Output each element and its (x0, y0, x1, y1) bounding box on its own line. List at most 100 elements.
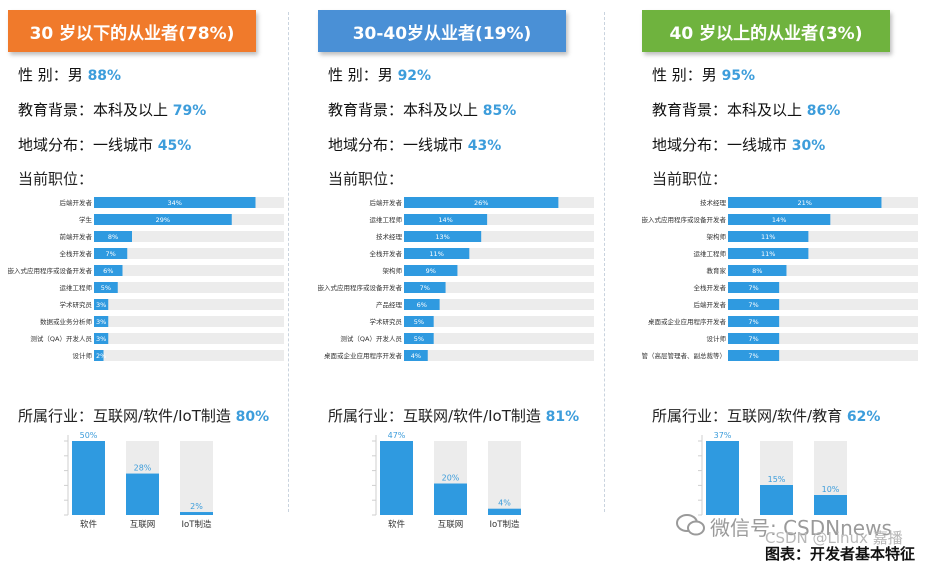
position-label: 学术研究员 (60, 300, 93, 309)
position-value-label: 34% (168, 199, 182, 207)
industry-bar (434, 484, 467, 515)
position-label: 高级主管（高层管理者、副总裁等） (642, 351, 726, 360)
position-label: 全栈开发者 (370, 249, 403, 258)
position-value-label: 29% (156, 216, 170, 224)
position-value-label: 14% (438, 216, 452, 224)
position-label: 架构师 (707, 232, 727, 241)
position-track (94, 316, 284, 327)
industry-category-label: 互联网 (130, 520, 156, 530)
position-value-label: 2% (96, 352, 106, 360)
position-label: 嵌入式应用程序或设备开发者 (318, 283, 403, 292)
wechat-icon (676, 513, 706, 537)
position-label: 运维工程师 (370, 215, 403, 224)
gender-value: 95% (722, 68, 756, 84)
position-label: 教育家 (707, 266, 727, 275)
position-label: 技术经理 (700, 198, 727, 207)
industry-label: 所属行业：互联网/软件/IoT制造 (18, 407, 231, 425)
industry-value: 81% (546, 409, 580, 425)
position-label: 后端开发者 (370, 198, 403, 207)
position-value-label: 14% (772, 216, 786, 224)
gender-line: 性 别：男 88% (18, 64, 121, 85)
position-value-label: 7% (748, 335, 758, 343)
position-label: 产品经理 (376, 300, 403, 309)
industry-label: 所属行业：互联网/软件/IoT制造 (328, 407, 541, 425)
region-label: 地域分布：一线城市 (18, 136, 153, 154)
region-label: 地域分布：一线城市 (652, 136, 787, 154)
education-line: 教育背景：本科及以上 86% (652, 99, 840, 120)
gender-label: 性 别：男 (18, 66, 83, 84)
group-under-30: 30 岁以下的从业者(78%) 性 别：男 88% 教育背景：本科及以上 79%… (8, 0, 308, 566)
position-label: 嵌入式应用程序或设备开发者 (642, 215, 727, 224)
position-label: 全栈开发者 (694, 283, 727, 292)
position-label: 桌面或企业应用程序开发者 (648, 317, 727, 326)
position-value-label: 6% (103, 267, 113, 275)
position-track (94, 350, 284, 361)
position-value-label: 11% (761, 233, 775, 241)
region-line: 地域分布：一线城市 43% (328, 134, 501, 155)
industry-category-label: IoT制造 (182, 519, 212, 530)
position-label: 数据或业务分析师 (40, 317, 93, 326)
industry-bar-chart: 50%软件28%互联网2%IoT制造 (48, 425, 228, 535)
position-label: 运维工程师 (694, 249, 727, 258)
industry-bar (180, 512, 213, 515)
region-line: 地域分布：一线城市 45% (18, 134, 191, 155)
industry-bar (72, 441, 105, 515)
position-value-label: 26% (474, 199, 488, 207)
position-label: 测试（QA）开发人员 (340, 334, 402, 343)
position-value-label: 7% (420, 284, 430, 292)
position-label: 设计师 (707, 334, 727, 343)
position-label: 嵌入式应用程序或设备开发者 (8, 266, 93, 275)
industry-bar (488, 509, 521, 515)
position-value-label: 7% (748, 318, 758, 326)
position-value-label: 9% (426, 267, 436, 275)
education-value: 79% (173, 103, 207, 119)
position-track (94, 282, 284, 293)
gender-value: 88% (88, 68, 122, 84)
education-line: 教育背景：本科及以上 85% (328, 99, 516, 120)
education-line: 教育背景：本科及以上 79% (18, 99, 206, 120)
position-label: 桌面或企业应用程序开发者 (324, 351, 403, 360)
industry-value-label: 20% (442, 474, 460, 483)
education-value: 85% (483, 103, 517, 119)
position-label: 全栈开发者 (60, 249, 93, 258)
industry-value-label: 10% (822, 485, 840, 494)
industry-value-label: 4% (498, 499, 511, 508)
education-label: 教育背景：本科及以上 (328, 101, 478, 119)
position-label: 学生 (79, 215, 93, 224)
group-30-40: 30-40岁从业者(19%) 性 别：男 92% 教育背景：本科及以上 85% … (318, 0, 618, 566)
education-label: 教育背景：本科及以上 (18, 101, 168, 119)
industry-bar (380, 441, 413, 515)
position-label: 运维工程师 (60, 283, 93, 292)
industry-value-label: 28% (134, 464, 152, 473)
position-label: 学术研究员 (370, 317, 403, 326)
industry-category-label: 软件 (388, 519, 406, 530)
position-label: 技术经理 (376, 232, 403, 241)
industry-category-label: 互联网 (438, 520, 464, 530)
positions-bar-chart: 后端开发者 34% 学生 29% 前端开发者 8% 全栈开发者 7% 嵌入式应用程序或设备开发者… (8, 193, 308, 373)
group-header: 30 岁以下的从业者(78%) (8, 10, 256, 52)
position-track (404, 350, 594, 361)
position-value-label: 11% (429, 250, 443, 258)
gender-label: 性 别：男 (652, 66, 717, 84)
gender-line: 性 别：男 92% (328, 64, 431, 85)
industry-line: 所属行业：互联网/软件/教育 62% (652, 405, 880, 426)
position-label: 后端开发者 (694, 300, 727, 309)
industry-category-label: 软件 (80, 519, 98, 530)
position-label: 架构师 (383, 266, 403, 275)
position-value-label: 5% (101, 284, 111, 292)
education-label: 教育背景：本科及以上 (652, 101, 802, 119)
region-value: 30% (792, 138, 826, 154)
industry-bar (706, 441, 739, 515)
group-over-40: 40 岁以上的从业者(3%) 性 别：男 95% 教育背景：本科及以上 86% … (642, 0, 938, 566)
region-label: 地域分布：一线城市 (328, 136, 463, 154)
industry-value: 80% (236, 409, 270, 425)
industry-value: 62% (847, 409, 881, 425)
position-label: 设计师 (73, 351, 93, 360)
group-header: 30-40岁从业者(19%) (318, 10, 566, 52)
region-value: 43% (468, 138, 502, 154)
gender-line: 性 别：男 95% (652, 64, 755, 85)
positions-title: 当前职位： (652, 168, 727, 189)
industry-category-label: IoT制造 (490, 519, 520, 530)
position-value-label: 5% (414, 335, 424, 343)
gender-value: 92% (398, 68, 432, 84)
